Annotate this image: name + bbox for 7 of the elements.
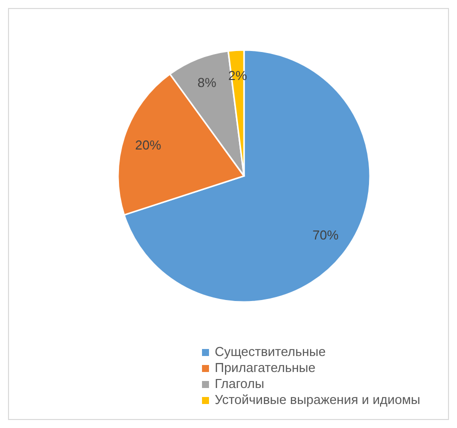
data-label: 20%: [135, 137, 162, 152]
data-label: 8%: [197, 74, 217, 90]
legend-label: Существительные: [214, 344, 326, 360]
legend-label: Глаголы: [214, 376, 264, 392]
data-label: 70%: [312, 228, 339, 243]
legend-label: Прилагательные: [214, 360, 316, 376]
legend-label: Устойчивые выражения и идиомы: [214, 392, 420, 408]
